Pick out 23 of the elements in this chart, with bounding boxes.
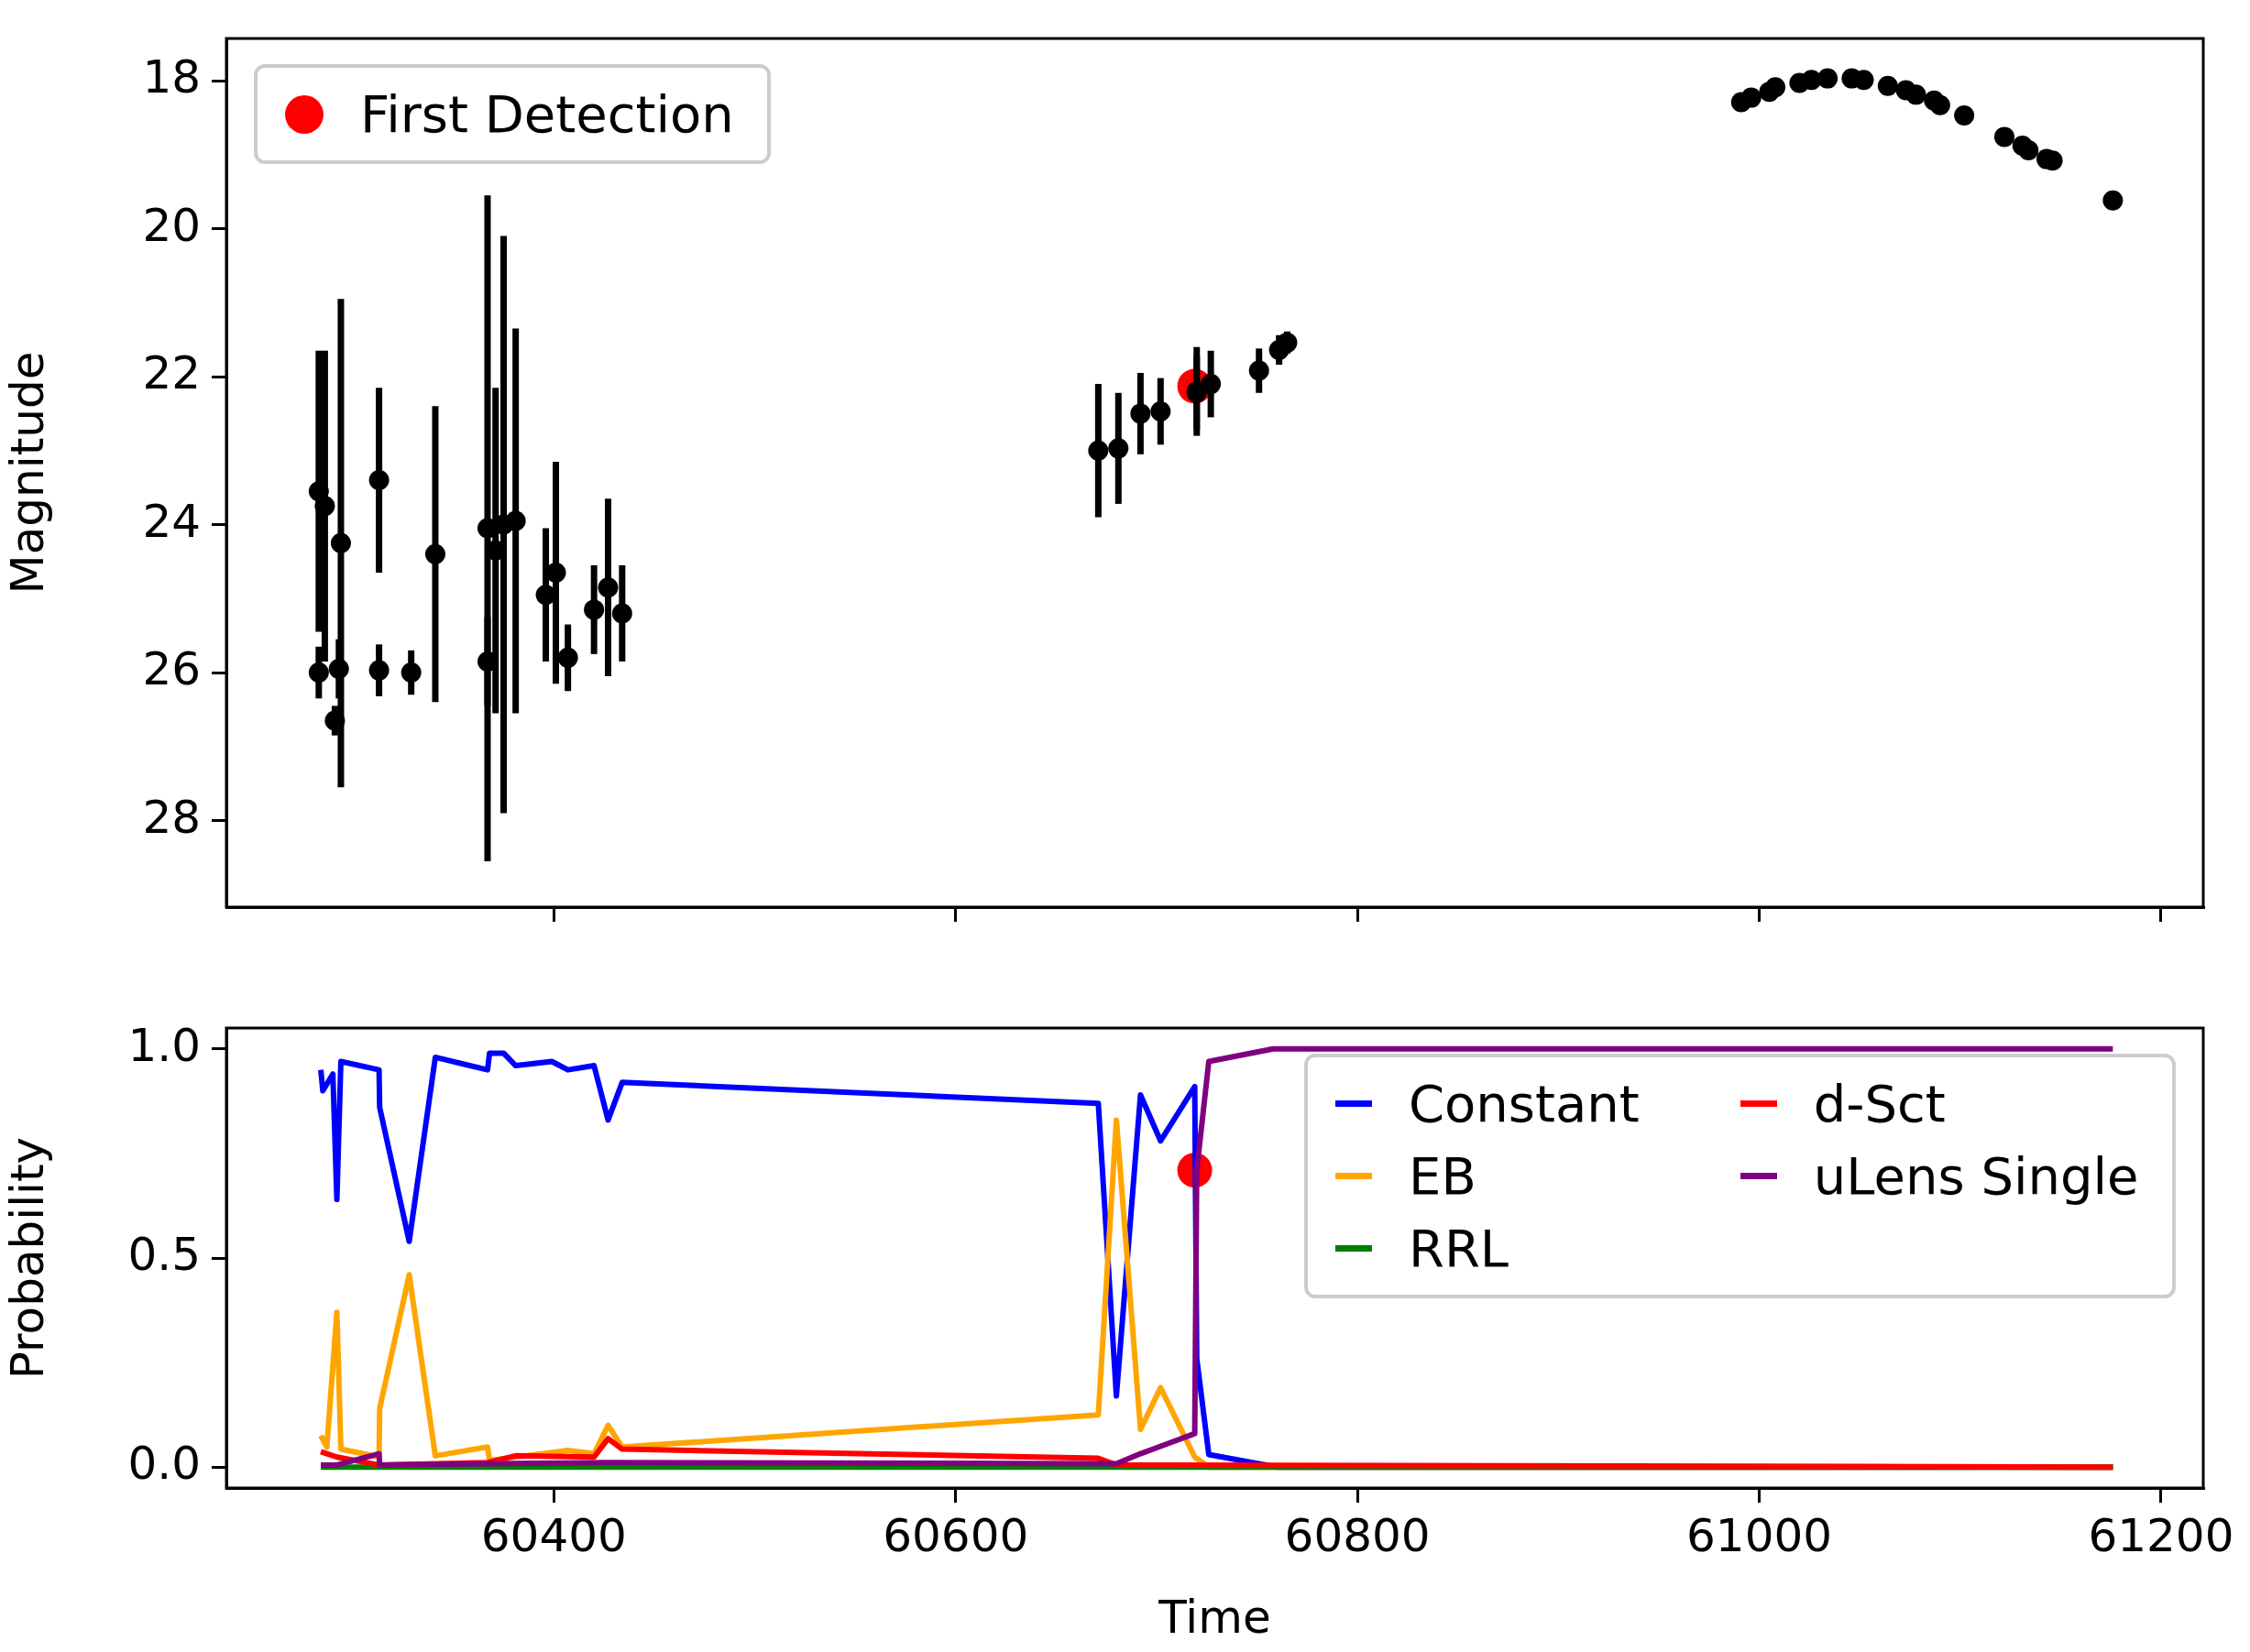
y-tick-label: 22	[142, 346, 201, 400]
legend-label: First Detection	[360, 84, 734, 144]
y-tick-label: 20	[142, 198, 201, 252]
legend-label: Constant	[1409, 1074, 1640, 1133]
x-tick-label: 61000	[1686, 1508, 1833, 1562]
x-tick-label: 60600	[883, 1508, 1029, 1562]
y-axis-title: Magnitude	[0, 351, 54, 595]
y-tick-label: 1.0	[127, 1018, 201, 1072]
y-tick-label: 0.5	[127, 1227, 201, 1281]
x-axis-title: Time	[1158, 1590, 1271, 1644]
y-axis-title: Probability	[0, 1136, 54, 1380]
y-tick-label: 28	[142, 790, 201, 844]
y-tick-label: 18	[142, 50, 201, 104]
y-tick-label: 0.0	[127, 1437, 201, 1491]
y-tick-label: 24	[142, 494, 201, 548]
x-tick-label: 60800	[1284, 1508, 1431, 1562]
legend-label: uLens Single	[1813, 1146, 2139, 1206]
legend-label: EB	[1409, 1146, 1476, 1206]
y-tick-label: 26	[142, 642, 201, 696]
x-tick-label: 60400	[480, 1508, 627, 1562]
legend-label: d-Sct	[1813, 1074, 1946, 1133]
legend-label: RRL	[1409, 1219, 1509, 1278]
x-tick-label: 61200	[2088, 1508, 2234, 1562]
